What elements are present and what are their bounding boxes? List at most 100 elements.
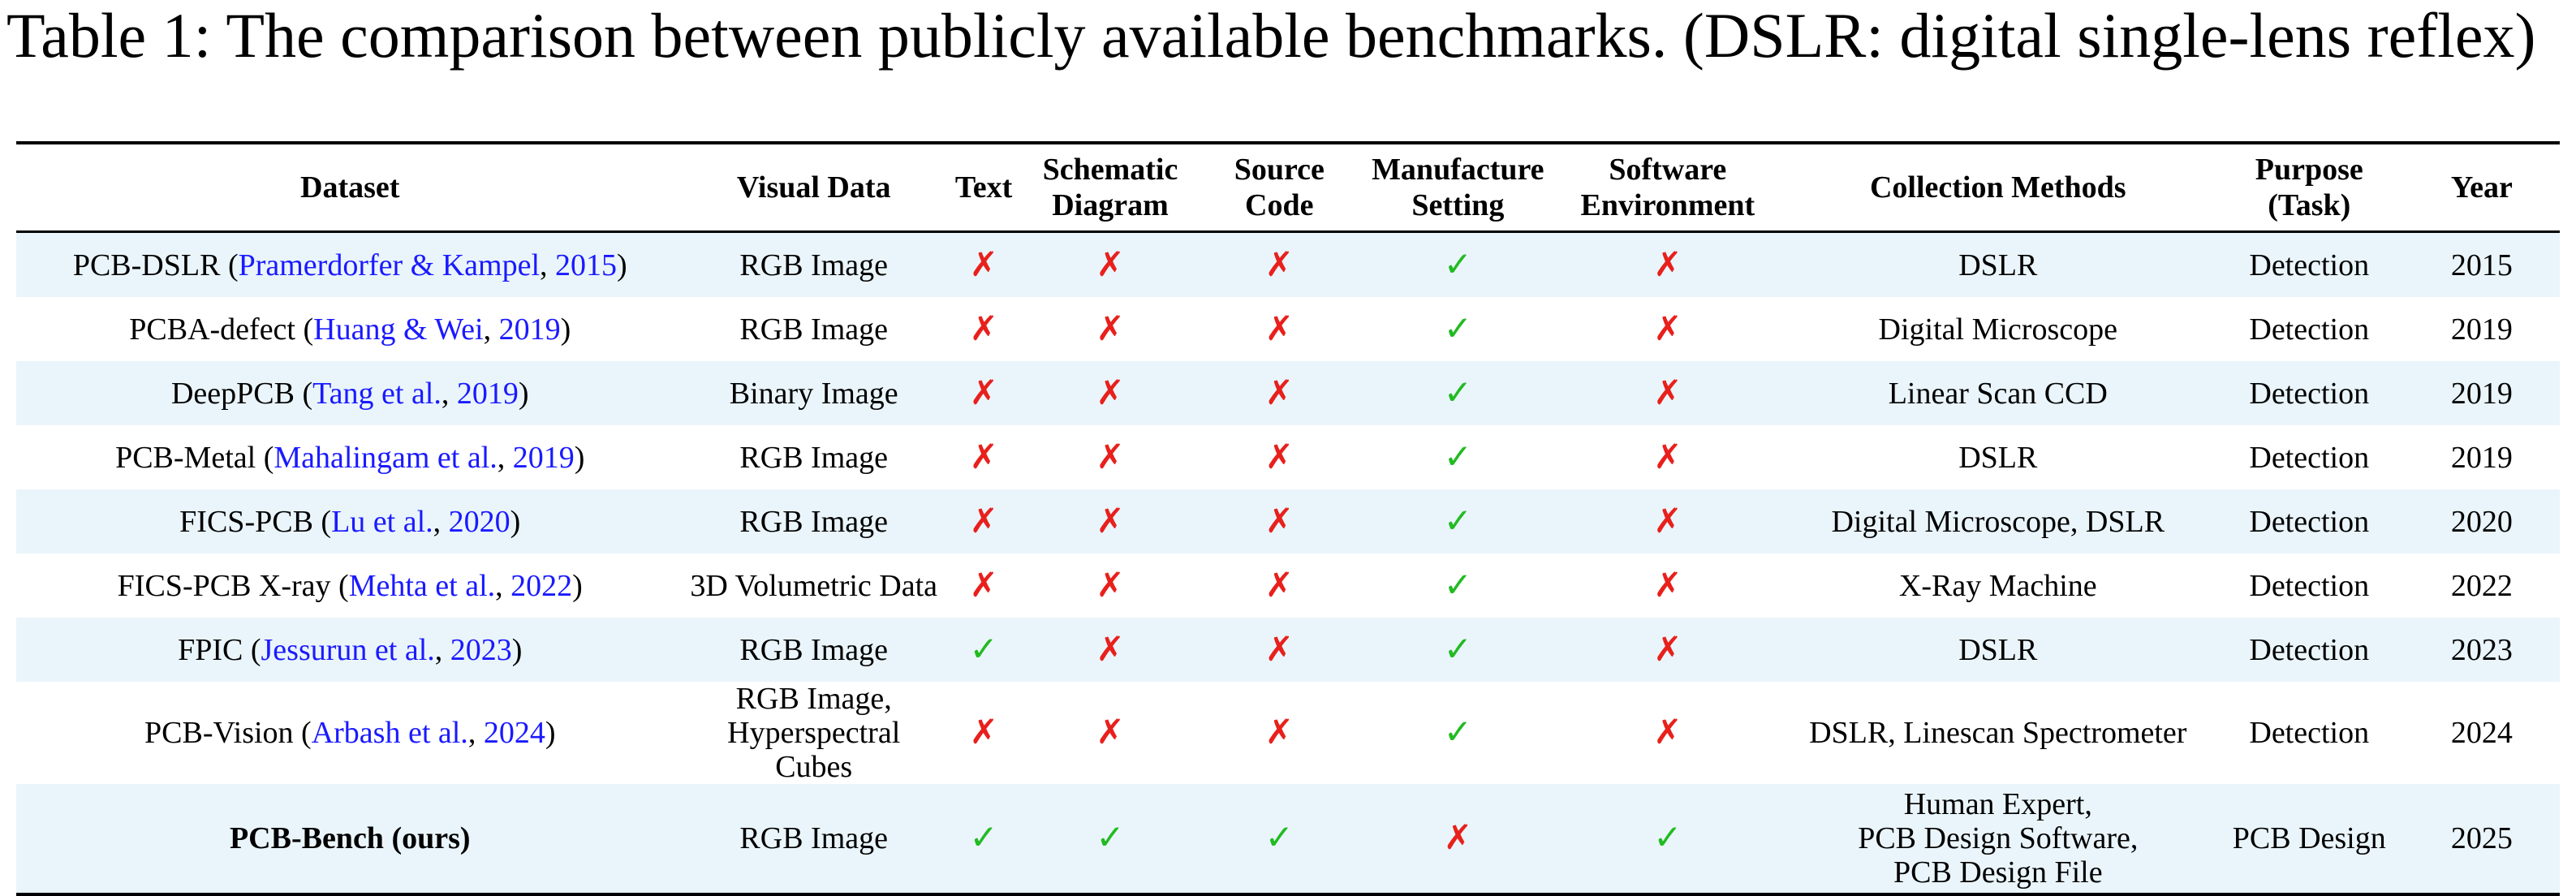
year-text: 2024	[2450, 716, 2513, 750]
collection-text: Linear Scan CCD	[1888, 376, 2108, 411]
header-schematic-diagram: Schematic Diagram	[1023, 143, 1197, 233]
citation-year-link[interactable]: 2020	[448, 504, 510, 539]
dataset-cell: PCB-Bench (ours)	[16, 784, 684, 894]
visual-data-cell: RGB Image	[683, 784, 944, 894]
purpose-text: Detection	[2249, 568, 2370, 603]
visual-data-cell: RGB Image	[683, 489, 944, 554]
visual-data-cell: RGB Image	[683, 297, 943, 361]
collection-text: Digital Microscope	[1878, 312, 2117, 347]
cross-mark-icon: ✗	[1264, 500, 1294, 541]
table-row: FPIC (Jessurun et al., 2023) RGB Image ✓ ✗ ✗…	[16, 618, 2560, 682]
check-mark-cell: ✓	[1361, 618, 1554, 682]
cross-mark-cell: ✗	[1553, 231, 1781, 297]
header-year: Year	[2403, 143, 2560, 233]
year-cell: 2022	[2404, 554, 2560, 618]
citation-year-link[interactable]: 2015	[555, 248, 618, 282]
collection-text: Digital Microscope, DSLR	[1831, 504, 2165, 539]
cross-mark-cell: ✗	[1196, 361, 1362, 425]
cross-mark-icon: ✗	[1653, 243, 1682, 284]
year-text: 2023	[2450, 632, 2513, 667]
header-manufacture-setting: Manufacture Setting	[1361, 143, 1554, 233]
cross-mark-icon: ✗	[1264, 564, 1294, 605]
check-mark-icon: ✓	[1443, 243, 1472, 284]
cross-mark-cell: ✗	[944, 682, 1023, 784]
visual-data-text: 3D Volumetric Data	[690, 568, 938, 603]
visual-data-text: RGB Image	[739, 504, 888, 539]
dataset-name: PCB-Bench (ours)	[229, 821, 471, 855]
check-mark-icon: ✓	[1443, 436, 1472, 476]
dataset-name: FICS-PCB X-ray	[117, 568, 331, 603]
cross-mark-icon: ✗	[1264, 628, 1294, 669]
purpose-text: Detection	[2249, 716, 2370, 750]
check-mark-cell: ✓	[1553, 784, 1781, 894]
cross-mark-cell: ✗	[944, 297, 1023, 361]
citation-link[interactable]: Mehta et al.	[348, 568, 496, 603]
citation-link[interactable]: Mahalingam et al.	[274, 440, 498, 475]
citation-year-link[interactable]: 2024	[483, 716, 545, 750]
collection-text: Human Expert, PCB Design Software, PCB D…	[1858, 787, 2139, 890]
cross-mark-cell: ✗	[1023, 618, 1197, 682]
cross-mark-cell: ✗	[1196, 231, 1362, 297]
table-row: PCB-Vision (Arbash et al., 2024) RGB Imag…	[16, 682, 2560, 784]
check-mark-cell: ✓	[943, 784, 1024, 894]
cross-mark-cell: ✗	[1554, 297, 1781, 361]
purpose-text: Detection	[2249, 440, 2370, 475]
year-text: 2019	[2450, 376, 2513, 411]
cross-mark-cell: ✗	[1554, 554, 1781, 618]
cross-mark-cell: ✗	[944, 425, 1023, 489]
cross-mark-icon: ✗	[1653, 712, 1682, 752]
visual-data-text: RGB Image	[739, 821, 888, 855]
header-source-code: Source Code	[1196, 143, 1362, 233]
check-mark-icon: ✓	[969, 817, 998, 857]
citation-link[interactable]: Jessurun et al.	[261, 632, 435, 667]
collection-text: DSLR	[1958, 440, 2038, 475]
cross-mark-cell: ✗	[1553, 618, 1781, 682]
visual-data-text: RGB Image	[739, 632, 888, 667]
header-purpose-task: Purpose (Task)	[2214, 143, 2404, 233]
dataset-cell: FICS-PCB (Lu et al., 2020)	[16, 489, 684, 554]
header-text: Text	[943, 143, 1024, 233]
collection-text: X-Ray Machine	[1898, 568, 2097, 603]
visual-data-text: RGB Image	[739, 440, 888, 475]
dataset-name: PCBA-defect	[129, 312, 295, 347]
citation-year-link[interactable]: 2019	[512, 440, 575, 475]
collection-methods-cell: X-Ray Machine	[1781, 554, 2215, 618]
citation-year-link[interactable]: 2022	[510, 568, 573, 603]
check-mark-cell: ✓	[1362, 682, 1554, 784]
citation-link[interactable]: Huang & Wei	[313, 312, 484, 347]
collection-methods-cell: Linear Scan CCD	[1781, 361, 2215, 425]
dataset-cell: FPIC (Jessurun et al., 2023)	[16, 618, 684, 682]
year-text: 2019	[2450, 312, 2513, 347]
check-mark-cell: ✓	[1362, 554, 1554, 618]
visual-data-cell: RGB Image, Hyperspectral Cubes	[683, 682, 943, 784]
check-mark-cell: ✓	[1361, 489, 1554, 554]
cross-mark-icon: ✗	[1653, 436, 1682, 476]
citation-link[interactable]: Pramerdorfer & Kampel	[238, 248, 541, 282]
purpose-cell: Detection	[2215, 554, 2404, 618]
check-mark-icon: ✓	[1264, 817, 1294, 857]
purpose-text: Detection	[2249, 504, 2370, 539]
citation-year-link[interactable]: 2019	[498, 312, 561, 347]
check-mark-cell: ✓	[943, 618, 1024, 682]
visual-data-text: Binary Image	[729, 376, 898, 411]
cross-mark-icon: ✗	[1653, 628, 1682, 669]
cross-mark-icon: ✗	[1096, 308, 1125, 348]
cross-mark-icon: ✗	[1096, 564, 1125, 605]
dataset-name: FICS-PCB	[179, 504, 313, 539]
cross-mark-icon: ✗	[1096, 436, 1125, 476]
citation-link[interactable]: Tang et al.	[312, 376, 442, 411]
citation-link[interactable]: Arbash et al.	[311, 716, 468, 750]
citation-link[interactable]: Lu et al.	[331, 504, 433, 539]
cross-mark-cell: ✗	[1197, 554, 1362, 618]
dataset-name: PCB-Vision	[144, 716, 294, 750]
cross-mark-cell: ✗	[1553, 361, 1781, 425]
citation-year-link[interactable]: 2023	[450, 632, 512, 667]
purpose-cell: Detection	[2214, 231, 2404, 297]
visual-data-cell: Binary Image	[683, 361, 944, 425]
cross-mark-cell: ✗	[1553, 489, 1781, 554]
check-mark-icon: ✓	[1653, 817, 1682, 857]
cross-mark-cell: ✗	[1196, 618, 1362, 682]
purpose-text: Detection	[2249, 248, 2370, 282]
citation-year-link[interactable]: 2019	[456, 376, 519, 411]
visual-data-text: RGB Image, Hyperspectral Cubes	[727, 682, 901, 784]
